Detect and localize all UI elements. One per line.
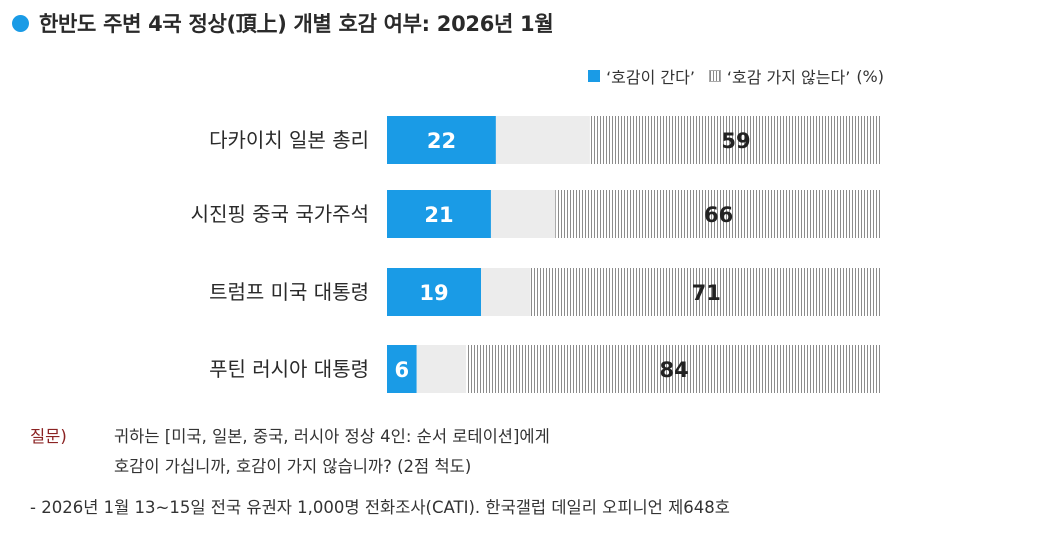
data-label-favorable: 6 xyxy=(395,358,410,382)
data-label-unfavorable: 66 xyxy=(704,203,733,227)
bar-unfavorable xyxy=(466,345,882,393)
bar-favorable xyxy=(387,116,496,164)
data-label-unfavorable: 71 xyxy=(692,281,721,305)
bar-unspecified xyxy=(490,190,556,238)
legend-item-unfavorable: ‘호감 가지 않는다’ (%) xyxy=(708,64,884,88)
title-row: 한반도 주변 4국 정상(頂上) 개별 호감 여부: 2026년 1월 xyxy=(12,8,554,38)
bar-unfavorable xyxy=(589,116,882,164)
chart-title: 한반도 주변 4국 정상(頂上) 개별 호감 여부: 2026년 1월 xyxy=(39,12,554,36)
legend: ‘호감이 간다’ ‘호감 가지 않는다’ (%) xyxy=(588,64,884,88)
bar-favorable xyxy=(387,268,482,316)
legend-unit: (%) xyxy=(856,66,884,86)
legend-label-unfavorable: ‘호감 가지 않는다’ xyxy=(726,68,851,87)
legend-swatch-favorable xyxy=(588,70,601,82)
category-label: 다카이치 일본 총리 xyxy=(209,128,369,152)
survey-notes: 질문) 귀하는 [미국, 일본, 중국, 러시아 정상 4인: 순서 로테이션]에… xyxy=(30,422,550,482)
legend-label-favorable: ‘호감이 간다’ xyxy=(606,68,695,87)
question-line-1: 질문) 귀하는 [미국, 일본, 중국, 러시아 정상 4인: 순서 로테이션]에… xyxy=(30,422,550,452)
data-label-favorable: 21 xyxy=(424,203,453,227)
data-label-favorable: 22 xyxy=(427,129,456,153)
legend-item-favorable: ‘호감이 간다’ xyxy=(588,64,695,88)
source-note: - 2026년 1월 13~15일 전국 유권자 1,000명 전화조사(CAT… xyxy=(30,498,730,517)
title-bullet-icon xyxy=(12,14,29,32)
bar-unspecified xyxy=(481,268,531,316)
category-label: 푸틴 러시아 대통령 xyxy=(209,357,369,381)
data-label-unfavorable: 59 xyxy=(721,129,750,153)
bar-favorable xyxy=(387,190,491,238)
bar-unfavorable xyxy=(555,190,882,238)
data-label-unfavorable: 84 xyxy=(659,358,688,382)
bar-unfavorable xyxy=(530,268,882,316)
bar-unspecified xyxy=(416,345,467,393)
category-label: 트럼프 미국 대통령 xyxy=(209,280,369,304)
bar-favorable xyxy=(387,345,417,393)
question-label: 질문) xyxy=(30,427,67,446)
question-line-2: 호감이 가십니까, 호감이 가지 않습니까? (2점 척도) xyxy=(114,457,472,476)
category-label: 시진핑 중국 국가주석 xyxy=(191,202,369,226)
question-text-1: 귀하는 [미국, 일본, 중국, 러시아 정상 4인: 순서 로테이션]에게 xyxy=(114,427,550,446)
bar-unspecified xyxy=(495,116,590,164)
legend-swatch-unfavorable xyxy=(708,70,721,82)
data-label-favorable: 19 xyxy=(419,281,448,305)
